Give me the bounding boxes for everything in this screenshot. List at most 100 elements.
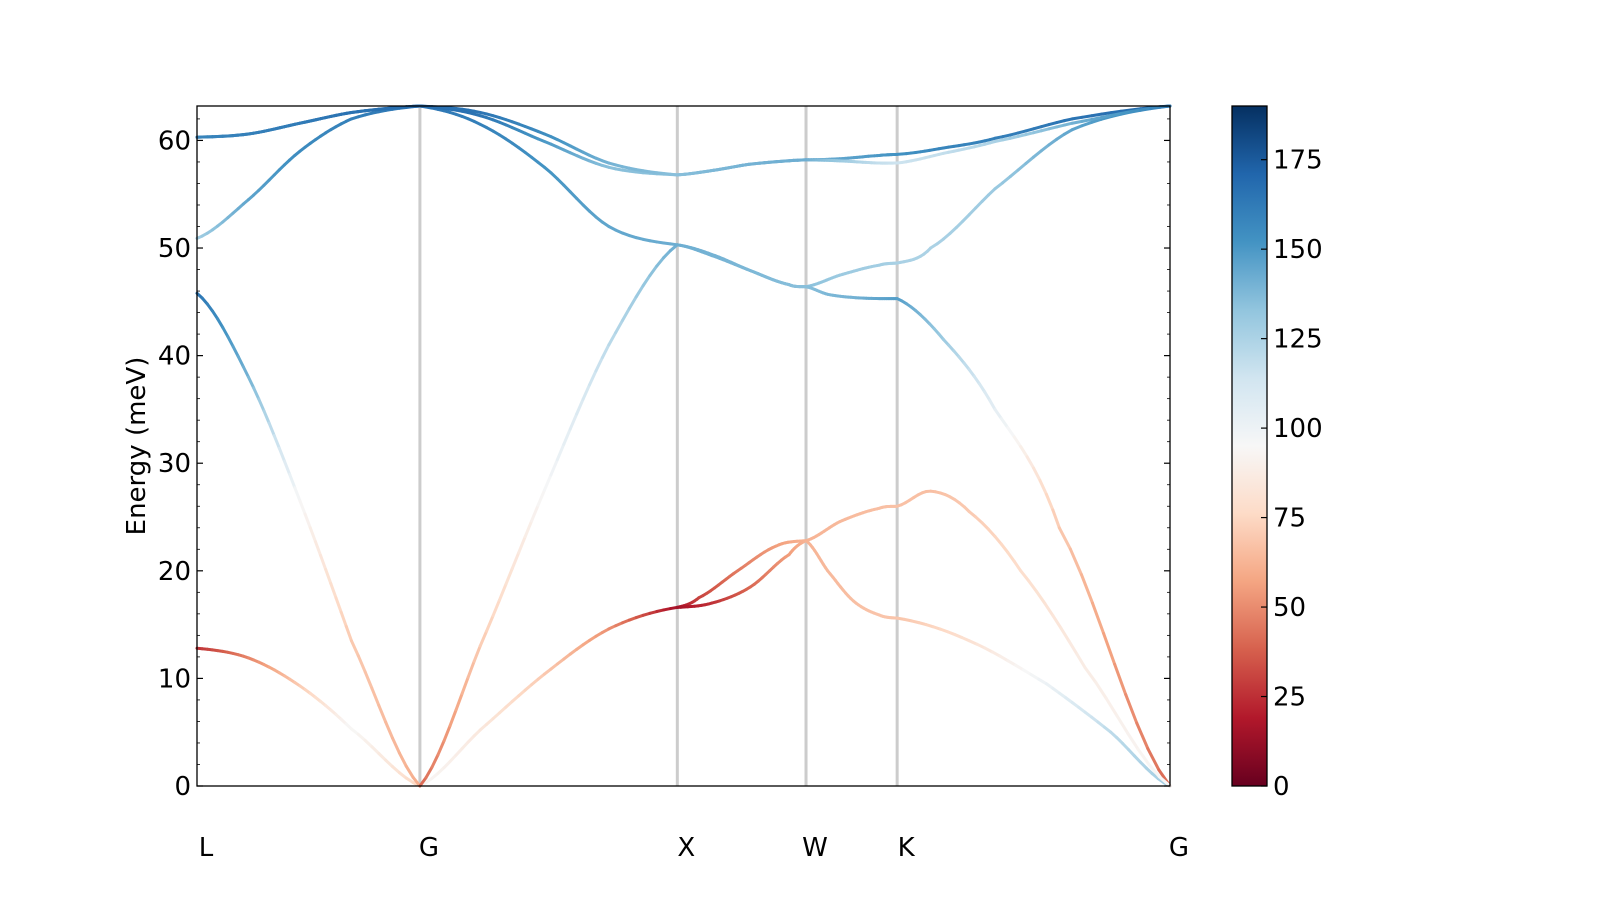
band-3 <box>195 104 1172 788</box>
band-2-segment-2 <box>575 397 585 416</box>
band-2-segment-1 <box>391 736 401 755</box>
band-6-segment-3 <box>1104 697 1119 718</box>
band-3-segment-5 <box>1038 478 1048 496</box>
y-axis-label: Energy (meV) <box>122 357 152 536</box>
band-2-segment-5 <box>1024 155 1036 165</box>
band-2-segment-5 <box>1008 168 1020 178</box>
band-2-segment-1 <box>257 397 266 413</box>
band-5-segment-5 <box>1109 111 1123 117</box>
band-2-segment-2 <box>418 776 428 788</box>
band-2-segment-1 <box>363 670 374 690</box>
band-2-segment-2 <box>607 331 618 347</box>
band-6-segment-3 <box>1115 714 1130 735</box>
band-2-segment-5 <box>1090 117 1104 124</box>
y-tick-label-40: 40 <box>158 342 191 372</box>
band-2-segment-1 <box>303 512 312 530</box>
x-tick-label-g-5: G <box>1169 833 1189 863</box>
colorbar-tick-label-125: 125 <box>1273 325 1323 355</box>
band-1-segment-1 <box>370 745 381 756</box>
band-2-segment-2 <box>581 383 592 401</box>
band-3-segment-5 <box>1124 693 1139 725</box>
band-5-segment-5 <box>1119 110 1133 115</box>
band-2-segment-2 <box>536 488 546 507</box>
band-2-segment-5 <box>974 199 984 210</box>
band-2-segment-5 <box>961 213 971 223</box>
band-2-segment-1 <box>267 421 276 438</box>
band-2-segment-2 <box>436 739 446 757</box>
band-2-segment-2 <box>478 629 489 648</box>
colorbar-tick-label-150: 150 <box>1273 235 1323 265</box>
plot-frame <box>196 105 1171 787</box>
band-6-segment-3 <box>999 542 1010 554</box>
band-5-segment-5 <box>1129 108 1143 114</box>
band-2-segment-1 <box>241 365 250 379</box>
band-2-segment-2 <box>543 473 553 492</box>
band-2-segment-1 <box>283 459 292 476</box>
band-6-segment-3 <box>1083 666 1098 684</box>
band-4-segment-5 <box>1119 108 1133 113</box>
band-3-segment-2 <box>555 177 566 187</box>
band-2-segment-2 <box>621 306 631 322</box>
colorbar-tick-label-100: 100 <box>1273 414 1323 444</box>
band-3-segment-5 <box>1079 573 1095 605</box>
band-3-segment-5 <box>1012 435 1023 449</box>
band-2-segment-2 <box>504 566 514 586</box>
band-3-segment-5 <box>1044 492 1055 512</box>
band-2-segment-1 <box>384 720 395 740</box>
band-2-segment-2 <box>634 284 645 299</box>
band-2-segment-1 <box>221 325 230 339</box>
band-6-segment-3 <box>1019 569 1031 583</box>
high-symmetry-lines <box>418 106 899 786</box>
band-4-segment-5 <box>1109 109 1123 115</box>
band-2-segment-2 <box>523 519 534 539</box>
colorbar-tick-label-25: 25 <box>1273 683 1306 713</box>
band-1-segment-5 <box>1029 673 1041 681</box>
band-2-segment-1 <box>236 354 245 369</box>
band-3-segment-5 <box>1102 631 1117 666</box>
band-3-segment-5 <box>1051 508 1061 530</box>
band-2-segment-1 <box>356 654 367 674</box>
band-2-segment-2 <box>600 343 611 360</box>
band-2-segment-1 <box>313 539 323 557</box>
band-2-segment-1 <box>411 775 422 788</box>
band-2-segment-2 <box>454 692 464 712</box>
band-3-segment-5 <box>978 382 987 394</box>
band-3-segment-2 <box>568 190 579 200</box>
y-tick-label-0: 0 <box>174 772 191 802</box>
plot-area: 0 10 20 30 40 50 60 L G X W K G Energy (meV) <box>122 104 1189 863</box>
band-2-segment-1 <box>246 375 256 390</box>
band-2-segment-1 <box>339 610 348 628</box>
band-4-segment-5 <box>1090 112 1104 118</box>
band-2-segment-2 <box>568 412 579 431</box>
band-2-segment-2 <box>442 724 452 743</box>
band-2-segment-2 <box>588 369 598 387</box>
band-2-segment-1 <box>308 526 317 543</box>
band-3-segment-5 <box>1146 747 1161 772</box>
band-3-segment-2 <box>575 196 585 207</box>
band-2-segment-1 <box>334 596 343 614</box>
y-tick-label-10: 10 <box>158 664 191 694</box>
band-2-segment-1 <box>298 499 307 516</box>
phonon-bands <box>195 104 1172 788</box>
band-3-segment-5 <box>1135 721 1150 751</box>
band-2-segment-5 <box>954 219 965 230</box>
band-5-segment-5 <box>1070 119 1084 125</box>
band-2-segment-1 <box>377 703 388 724</box>
band-1-segment-5 <box>1021 668 1033 677</box>
band-2-segment-2 <box>614 318 625 335</box>
band-2-segment-5 <box>1070 124 1084 132</box>
band-2-segment-5 <box>1032 149 1043 159</box>
band-2-segment-5 <box>1080 120 1094 128</box>
band-2-segment-5 <box>1016 161 1028 172</box>
band-2-segment-5 <box>1047 137 1059 147</box>
y-tick-label-60: 60 <box>158 126 191 156</box>
band-2-segment-1 <box>288 472 297 490</box>
band-3-segment-5 <box>983 390 992 402</box>
band-6-segment-3 <box>1136 747 1151 766</box>
band-3-segment-5 <box>999 417 1010 430</box>
band-2-segment-2 <box>497 582 508 602</box>
band-3-segment-5 <box>993 407 1003 421</box>
band-1-segment-1 <box>384 758 395 769</box>
band-2-segment-2 <box>460 675 470 696</box>
